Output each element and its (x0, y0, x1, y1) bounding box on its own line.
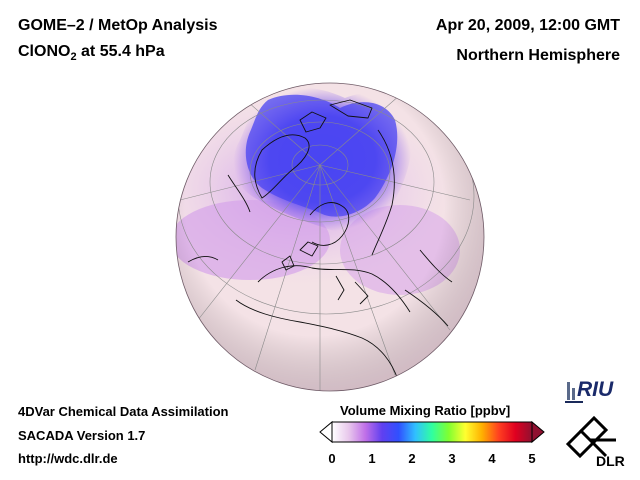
colorbar-tick-label: 0 (328, 451, 336, 466)
map-title: GOME–2 / MetOp Analysis (18, 17, 218, 34)
globe-content (176, 83, 484, 391)
riu-logo: RIU (565, 378, 614, 403)
map-datetime: Apr 20, 2009, 12:00 GMT (435, 17, 620, 34)
footer-link[interactable]: http://wdc.dlr.de (18, 451, 118, 466)
colorbar-tick-label: 3 (448, 451, 456, 466)
colorbar-tick-label: 1 (368, 451, 376, 466)
footer-version: SACADA Version 1.7 (18, 428, 146, 443)
dlr-logo: DLR (565, 415, 625, 469)
riu-logo-bar (567, 382, 570, 400)
hemisphere-globe (175, 82, 485, 392)
footer-method: 4DVar Chemical Data Assimilation (18, 404, 229, 419)
colorbar-tick-label: 5 (528, 451, 536, 466)
coastlines (187, 99, 453, 381)
colorbar-over-arrow (531, 420, 545, 444)
colorbar-tick-label: 2 (408, 451, 416, 466)
colorbar-title: Volume Mixing Ratio [ppbv] (340, 403, 511, 418)
globe-outline (175, 82, 485, 392)
colorbar (319, 420, 545, 444)
riu-logo-text: RIU (577, 378, 614, 401)
dlr-logo-symbol (565, 415, 616, 459)
pressure-level: at 55.4 hPa (76, 43, 165, 60)
colorbar-gradient (331, 421, 533, 443)
colorbar-tick-label: 4 (488, 451, 496, 466)
map-subtitle: ClONO2 at 55.4 hPa (18, 43, 165, 63)
species-name: ClONO (18, 43, 71, 60)
species-subscript: 2 (70, 51, 77, 64)
globe-shading (176, 83, 484, 391)
dlr-logo-text: DLR (596, 453, 625, 469)
colorbar-under-arrow (319, 420, 333, 444)
map-region: Northern Hemisphere (456, 47, 620, 64)
